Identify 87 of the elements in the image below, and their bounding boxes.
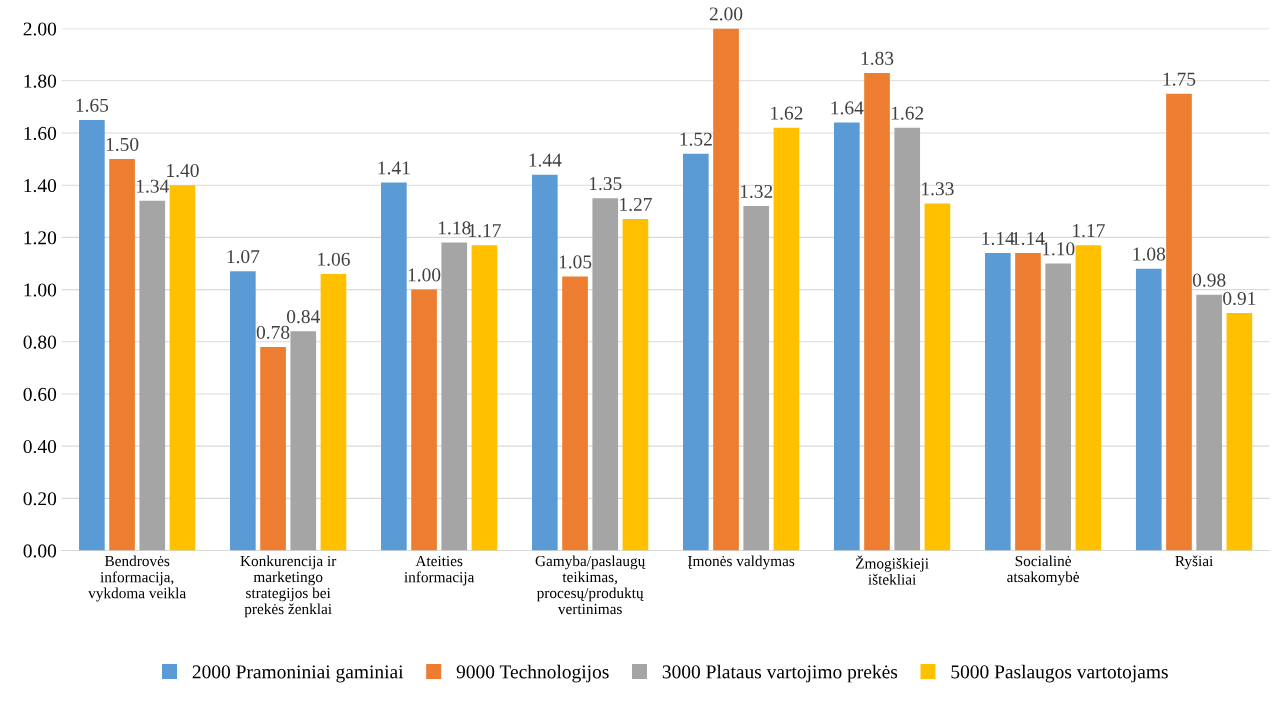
bar — [773, 127, 800, 551]
bar — [381, 182, 407, 551]
bar — [169, 185, 196, 551]
data-label: 0.91 — [1223, 291, 1256, 306]
y-tick-label: 1.20 — [24, 231, 57, 245]
data-label: 1.32 — [740, 184, 773, 199]
bar — [562, 276, 588, 551]
bar — [1135, 268, 1162, 551]
data-label: 1.17 — [469, 224, 501, 238]
bar — [260, 346, 286, 551]
y-tick-label: 0.40 — [23, 439, 57, 454]
data-label: 1.14 — [1012, 231, 1045, 246]
x-tick-label: Ateities informacija — [404, 555, 475, 586]
bar — [532, 174, 558, 551]
x-tick-label: Socialinė atsakomybė — [1007, 555, 1080, 586]
data-label: 1.44 — [529, 153, 562, 167]
data-label: 1.05 — [559, 255, 592, 269]
data-label: 1.17 — [1073, 224, 1105, 238]
bar — [109, 159, 135, 551]
bar — [833, 122, 860, 551]
bar — [1015, 253, 1041, 551]
y-tick-label: 1.40 — [24, 179, 57, 193]
y-tick-label: 2.00 — [23, 22, 57, 36]
bar — [984, 253, 1011, 551]
data-label: 2.00 — [709, 7, 743, 21]
data-label: 1.06 — [318, 252, 350, 266]
bar — [139, 200, 166, 551]
bar — [1075, 245, 1102, 551]
x-tick-label: Žmogiškieji ištekliai — [855, 555, 929, 585]
y-tick-label: 1.80 — [24, 74, 57, 88]
x-tick-label: Įmonės valdymas — [688, 555, 795, 570]
bar — [894, 127, 921, 551]
bar — [1166, 93, 1192, 551]
bar — [290, 331, 317, 551]
data-label: 1.62 — [771, 106, 803, 120]
legend-label: 9000 Technologijos — [456, 664, 609, 683]
bar — [79, 119, 105, 551]
data-label: 0.98 — [1192, 273, 1226, 287]
data-label: 1.34 — [136, 179, 169, 193]
bar — [682, 153, 709, 551]
data-label: 1.07 — [227, 250, 260, 264]
y-tick-label: 0.60 — [23, 387, 57, 401]
data-label: 1.00 — [408, 268, 441, 282]
legend-label: 2000 Pramoniniai gaminiai — [192, 665, 404, 683]
bar — [441, 242, 468, 551]
bar — [1045, 263, 1072, 551]
bar — [713, 28, 739, 551]
data-label: 1.18 — [438, 221, 471, 235]
y-tick-label: 1.60 — [24, 126, 57, 141]
data-label: 1.75 — [1163, 72, 1196, 86]
data-label: 1.08 — [1133, 247, 1166, 261]
bar — [743, 206, 770, 551]
data-label: 1.14 — [982, 231, 1015, 246]
x-tick-label: Bendrovės informacija, vykdoma veikla — [88, 555, 186, 602]
bar — [230, 271, 256, 551]
x-tick-label: Gamyba/paslaugų teikimas, procesų/produktų vertinimas — [535, 555, 646, 615]
data-label: 1.65 — [76, 98, 109, 112]
legend-label: 3000 Plataus vartojimo prekės — [662, 664, 898, 683]
data-label: 1.33 — [922, 182, 954, 196]
y-tick-label: 0.20 — [23, 492, 57, 506]
legend-label: 5000 Paslaugos vartotojams — [951, 664, 1168, 683]
data-label: 1.10 — [1042, 242, 1075, 256]
data-label: 1.40 — [167, 163, 199, 178]
data-label: 1.41 — [378, 161, 410, 175]
data-label: 1.64 — [831, 101, 864, 115]
data-label: 1.62 — [891, 106, 924, 120]
data-label: 0.78 — [256, 325, 290, 339]
data-label: 1.35 — [589, 177, 622, 191]
bar — [320, 273, 347, 551]
bar — [924, 203, 951, 551]
y-tick-label: 0.00 — [23, 544, 57, 558]
data-label: 1.50 — [106, 137, 139, 152]
bar — [1196, 294, 1223, 551]
bar — [592, 198, 619, 551]
bar — [411, 289, 437, 551]
data-label: 1.27 — [620, 197, 652, 212]
y-tick-label: 1.00 — [24, 283, 57, 297]
x-tick-label: Ryšiai — [1175, 555, 1214, 570]
data-label: 1.83 — [861, 51, 894, 65]
data-label: 1.52 — [680, 132, 712, 146]
y-tick-label: 0.80 — [23, 335, 57, 349]
bar — [622, 219, 649, 551]
data-label: 0.84 — [286, 310, 320, 324]
bar — [864, 72, 890, 551]
x-tick-label: Konkurencija ir marketingo strategijos bei prekės ženklai — [240, 555, 337, 618]
bar — [1226, 313, 1253, 551]
bar — [471, 245, 498, 551]
